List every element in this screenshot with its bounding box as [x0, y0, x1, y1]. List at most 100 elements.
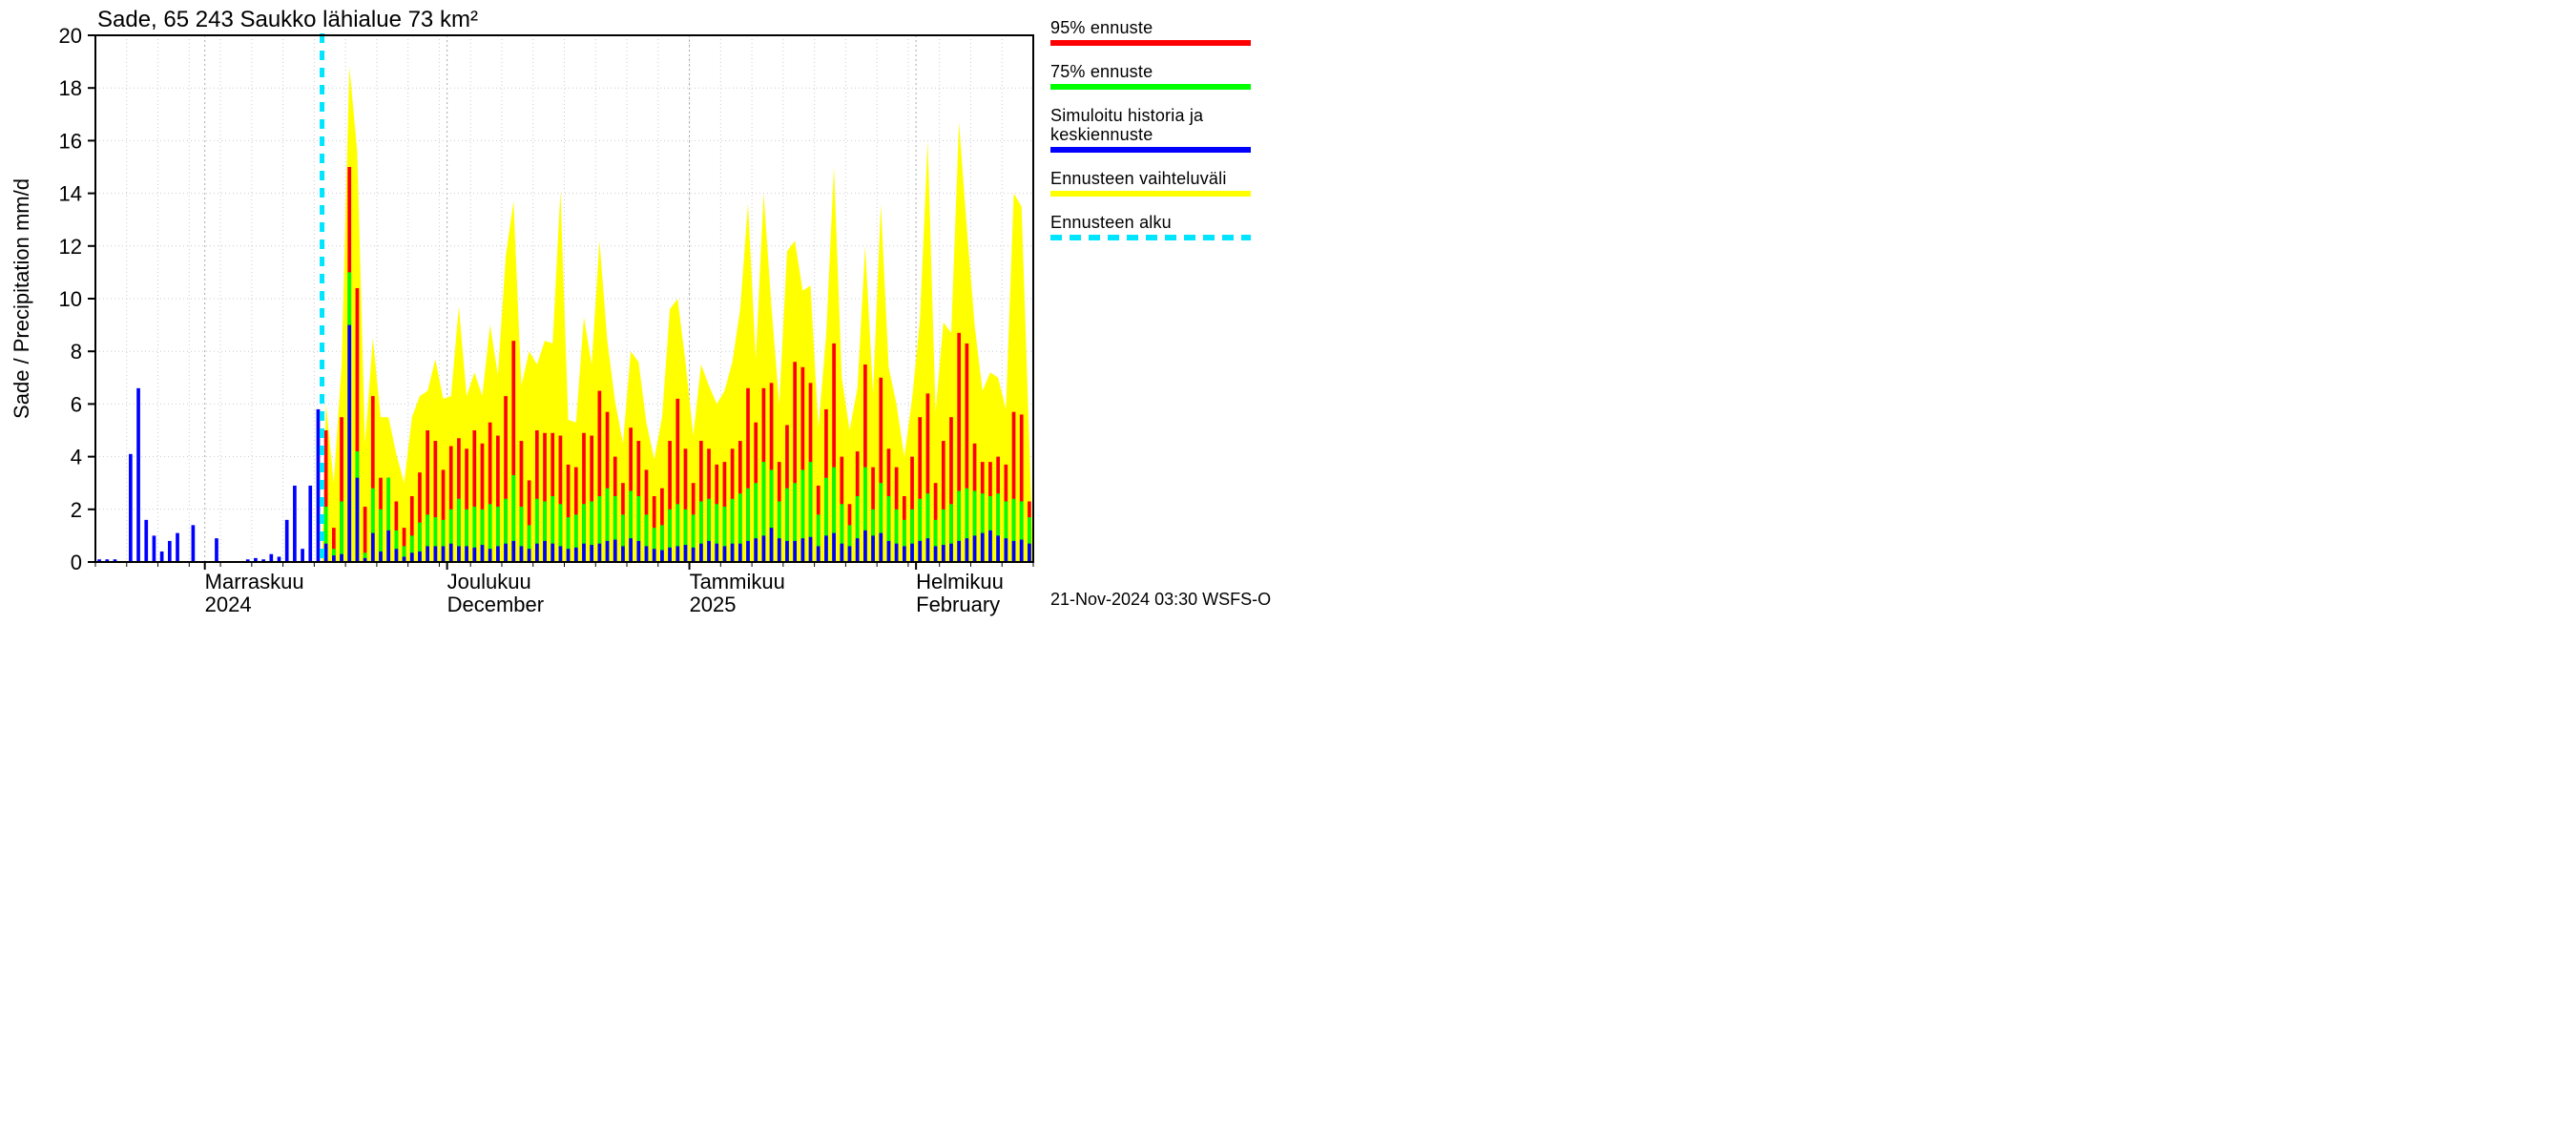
ytick-label: 18 — [59, 76, 82, 100]
ytick-label: 2 — [71, 498, 82, 522]
forecast-bar-central — [511, 541, 515, 562]
forecast-bar-central — [809, 537, 813, 562]
forecast-bar-central — [988, 531, 992, 562]
forecast-bar-central — [731, 544, 735, 562]
forecast-bar-central — [746, 541, 750, 562]
forecast-bar-central — [675, 546, 679, 562]
forecast-bar-central — [371, 533, 375, 562]
forecast-bar-central — [520, 546, 524, 562]
history-bar — [192, 525, 196, 562]
forecast-bar-central — [707, 541, 711, 562]
forecast-bar-central — [1012, 541, 1016, 562]
forecast-bar-central — [895, 544, 899, 562]
forecast-bar-central — [715, 544, 718, 562]
forecast-bar-central — [957, 541, 961, 562]
xtick-label-bottom: 2025 — [690, 593, 737, 616]
forecast-bar-central — [879, 533, 883, 562]
forecast-bar-central — [817, 546, 821, 562]
forecast-bar-central — [668, 548, 672, 562]
forecast-bar-central — [903, 546, 906, 562]
forecast-bar-central — [918, 541, 922, 562]
history-bar — [301, 549, 304, 562]
ytick-label: 16 — [59, 129, 82, 153]
forecast-bar-central — [636, 541, 640, 562]
forecast-bar-central — [762, 535, 766, 562]
forecast-bar-central — [770, 528, 774, 562]
forecast-bar-central — [1028, 544, 1031, 562]
forecast-bar-central — [504, 544, 508, 562]
forecast-bar-central — [582, 544, 586, 562]
legend-label: 75% ennuste — [1050, 62, 1153, 81]
xtick-label-top: Joulukuu — [447, 570, 531, 593]
xtick-label-top: Tammikuu — [690, 570, 785, 593]
forecast-bar-central — [981, 533, 985, 562]
forecast-bar-central — [996, 535, 1000, 562]
forecast-bar-central — [660, 551, 664, 562]
footer-timestamp: 21-Nov-2024 03:30 WSFS-O — [1050, 590, 1271, 609]
legend-label: Ennusteen alku — [1050, 213, 1172, 232]
forecast-bar-central — [324, 544, 328, 562]
forecast-bar-central — [481, 545, 485, 562]
ytick-label: 14 — [59, 182, 82, 206]
history-bar — [308, 486, 312, 562]
forecast-bar-central — [465, 546, 468, 562]
forecast-bar-central — [496, 546, 500, 562]
forecast-bar-central — [778, 538, 781, 562]
forecast-bar-central — [966, 538, 969, 562]
forecast-bar-central — [606, 541, 610, 562]
forecast-bar-central — [567, 549, 571, 562]
forecast-bar-central — [848, 546, 852, 562]
ytick-label: 6 — [71, 392, 82, 416]
forecast-bar-central — [942, 545, 945, 562]
forecast-bar-central — [551, 544, 554, 562]
forecast-bar-central — [528, 549, 531, 562]
history-bar — [215, 538, 218, 562]
forecast-bar-central — [754, 538, 758, 562]
forecast-bar-central — [543, 541, 547, 562]
forecast-bar-central — [785, 541, 789, 562]
ytick-label: 0 — [71, 551, 82, 574]
forecast-bar-central — [973, 535, 977, 562]
history-bar — [144, 520, 148, 562]
forecast-bar-central — [598, 544, 602, 562]
y-axis-label: Sade / Precipitation mm/d — [10, 178, 33, 419]
forecast-bar-central — [457, 546, 461, 562]
legend-label: 95% ennuste — [1050, 18, 1153, 37]
history-bar — [168, 541, 172, 562]
forecast-bar-central — [574, 548, 578, 562]
forecast-bar-75 — [340, 502, 343, 562]
history-bar — [153, 535, 156, 562]
xtick-label-bottom: December — [447, 593, 544, 616]
xtick-label-bottom: 2024 — [205, 593, 252, 616]
forecast-bar-central — [871, 535, 875, 562]
xtick-label-bottom: February — [916, 593, 1000, 616]
forecast-bar-central — [653, 549, 656, 562]
forecast-bar-central — [449, 544, 453, 562]
forecast-bar-central — [410, 552, 414, 562]
ytick-label: 20 — [59, 24, 82, 48]
ytick-label: 12 — [59, 235, 82, 259]
forecast-bar-central — [347, 325, 351, 562]
xtick-label-top: Helmikuu — [916, 570, 1004, 593]
forecast-bar-central — [723, 546, 727, 562]
xtick-label-top: Marraskuu — [205, 570, 304, 593]
forecast-bar-central — [1020, 540, 1024, 562]
forecast-bar-central — [629, 538, 633, 562]
forecast-bar-central — [433, 546, 437, 562]
ytick-label: 8 — [71, 340, 82, 364]
forecast-bar-central — [356, 478, 360, 562]
forecast-bar-central — [801, 538, 805, 562]
forecast-bar-central — [395, 549, 399, 562]
forecast-bar-central — [949, 544, 953, 562]
forecast-bar-central — [887, 541, 891, 562]
forecast-bar-central — [1004, 538, 1008, 562]
forecast-bar-central — [332, 555, 336, 562]
history-bar — [269, 554, 273, 562]
forecast-bar-central — [418, 552, 422, 562]
forecast-bar-central — [590, 545, 593, 562]
forecast-bar-central — [535, 544, 539, 562]
forecast-bar-central — [856, 538, 860, 562]
forecast-bar-central — [559, 546, 563, 562]
forecast-bar-central — [426, 546, 429, 562]
history-bar — [293, 486, 297, 562]
